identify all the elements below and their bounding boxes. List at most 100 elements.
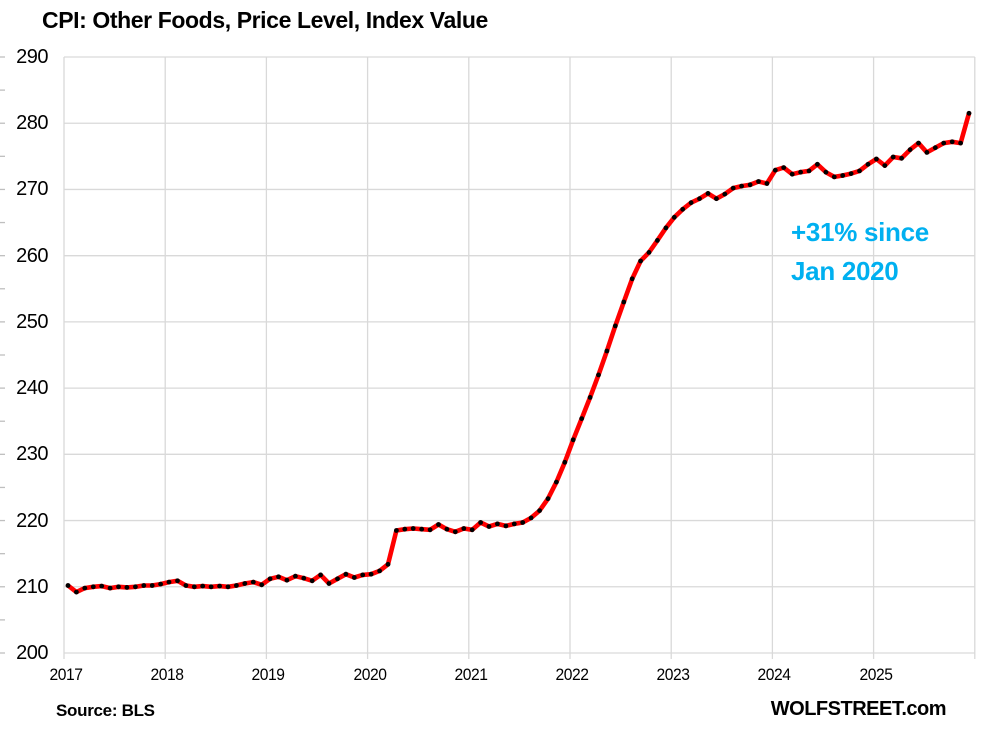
data-point-marker xyxy=(385,561,391,567)
data-point-marker xyxy=(90,584,96,590)
data-point-marker xyxy=(932,145,938,151)
data-point-marker xyxy=(629,276,635,282)
data-point-marker xyxy=(806,168,812,174)
data-point-marker xyxy=(419,526,425,532)
x-axis-tick-label: 2019 xyxy=(251,665,285,684)
data-point-marker xyxy=(714,196,719,202)
data-point-marker xyxy=(217,583,223,589)
data-point-marker xyxy=(511,521,517,527)
data-point-marker xyxy=(789,171,795,177)
annotation-change-since-2020: +31% since Jan 2020 xyxy=(791,213,929,291)
data-point-marker xyxy=(495,521,500,527)
y-axis-tick-label: 200 xyxy=(16,642,48,664)
data-point-marker xyxy=(318,572,323,578)
data-point-marker xyxy=(604,348,610,354)
x-axis-tick-label: 2025 xyxy=(859,665,893,684)
data-point-marker xyxy=(865,161,871,167)
data-point-marker xyxy=(267,576,273,582)
data-point-marker xyxy=(486,524,492,529)
data-point-marker xyxy=(99,583,105,589)
data-point-marker xyxy=(368,571,374,577)
x-axis-tick-label: 2023 xyxy=(656,665,690,684)
data-point-marker xyxy=(840,173,846,178)
y-axis-tick-label: 270 xyxy=(16,178,48,201)
data-point-marker xyxy=(756,179,761,184)
y-axis-tick-label: 210 xyxy=(16,575,48,598)
data-point-marker xyxy=(621,299,627,305)
data-point-marker xyxy=(166,579,172,585)
data-point-marker xyxy=(924,150,930,155)
data-point-marker xyxy=(663,225,669,231)
data-point-marker xyxy=(208,584,214,590)
x-axis-tick-label: 2022 xyxy=(555,665,589,684)
data-point-marker xyxy=(335,576,340,582)
y-axis-tick-label: 220 xyxy=(16,509,48,532)
data-point-marker xyxy=(857,168,862,174)
wolfstreet-watermark: WOLFSTREET.com xyxy=(770,698,947,720)
data-point-marker xyxy=(141,583,147,588)
data-point-marker xyxy=(739,183,744,189)
annotation-line2: Jan 2020 xyxy=(791,256,899,286)
x-axis-tick-label: 2021 xyxy=(454,665,488,684)
data-point-marker xyxy=(705,191,711,196)
annotation-line1: +31% since xyxy=(791,217,929,247)
data-point-marker xyxy=(646,250,652,255)
chart-title: CPI: Other Foods, Price Level, Index Val… xyxy=(42,7,488,33)
data-point-marker xyxy=(958,140,963,146)
data-point-marker xyxy=(351,575,357,580)
data-point-marker xyxy=(276,574,281,580)
data-point-marker xyxy=(697,196,702,202)
data-point-marker xyxy=(655,238,660,243)
data-point-marker xyxy=(596,372,601,378)
data-point-marker xyxy=(284,577,290,583)
data-point-marker xyxy=(680,206,686,212)
data-point-marker xyxy=(671,214,677,220)
data-point-marker xyxy=(444,526,450,532)
data-point-marker xyxy=(394,528,399,533)
x-axis-tick-label: 2020 xyxy=(353,665,387,684)
data-point-marker xyxy=(158,581,164,587)
data-point-marker xyxy=(377,568,382,574)
data-point-marker xyxy=(133,584,138,590)
data-point-marker xyxy=(309,578,315,584)
data-point-marker xyxy=(259,582,265,588)
data-point-marker xyxy=(612,323,618,329)
data-point-marker xyxy=(823,169,829,175)
data-point-marker xyxy=(772,167,778,173)
data-point-marker xyxy=(234,583,239,588)
data-point-marker xyxy=(326,581,332,586)
data-point-marker xyxy=(410,526,416,531)
data-point-marker xyxy=(874,156,879,162)
source-label: Source: BLS xyxy=(56,701,155,720)
data-point-marker xyxy=(562,459,568,465)
data-point-marker xyxy=(899,155,904,161)
data-point-marker xyxy=(815,161,820,167)
x-axis-tick-label: 2018 xyxy=(150,665,184,684)
data-point-marker xyxy=(427,527,433,533)
data-point-marker xyxy=(831,174,837,180)
x-axis-tick-label: 2024 xyxy=(757,665,791,684)
data-point-marker xyxy=(293,573,298,579)
y-axis-tick-label: 260 xyxy=(16,244,48,267)
y-axis-tick-label: 290 xyxy=(16,46,48,68)
data-point-marker xyxy=(570,437,576,443)
data-point-marker xyxy=(882,163,888,169)
data-point-marker xyxy=(688,200,694,206)
x-axis-tick-label: 2017 xyxy=(49,665,83,684)
data-point-marker xyxy=(747,182,753,188)
data-point-marker xyxy=(469,527,475,533)
data-point-marker xyxy=(520,520,526,525)
data-point-marker xyxy=(966,110,972,116)
data-point-marker xyxy=(798,169,803,175)
data-point-marker xyxy=(730,185,736,191)
data-point-marker xyxy=(941,140,947,146)
data-point-marker xyxy=(82,585,88,591)
data-point-marker xyxy=(638,258,643,264)
data-point-marker xyxy=(537,508,542,513)
data-point-marker xyxy=(890,154,896,160)
data-point-marker xyxy=(183,583,189,588)
data-point-marker xyxy=(579,416,585,421)
data-point-marker xyxy=(65,583,71,588)
